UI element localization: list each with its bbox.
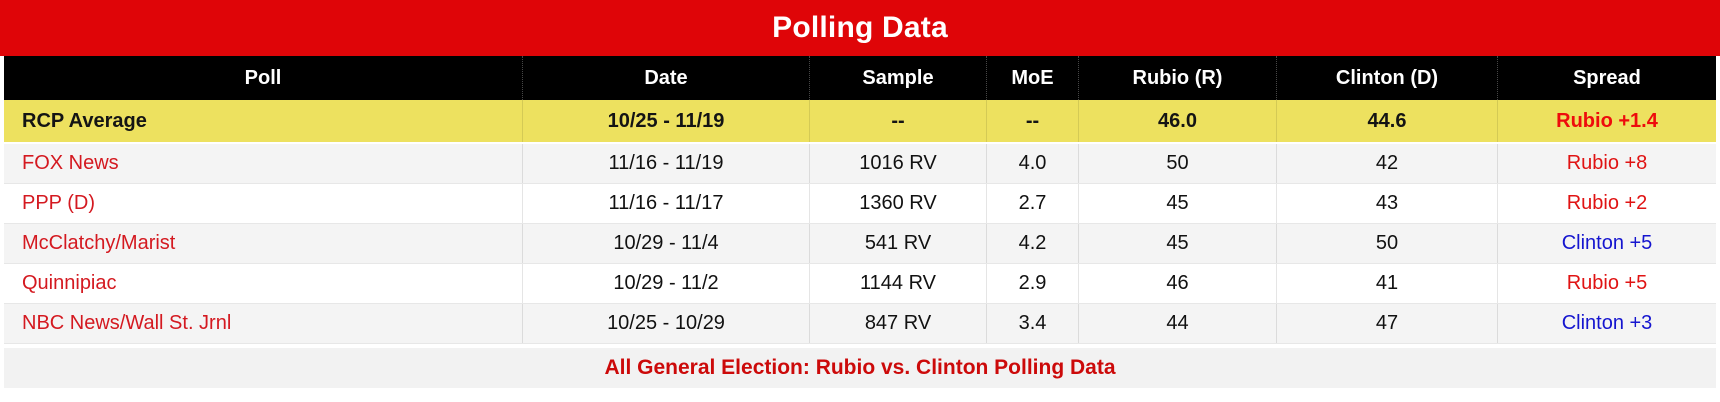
cell-moe: --: [987, 100, 1079, 142]
cell-rubio: 46.0: [1079, 100, 1277, 142]
cell-moe: 2.9: [987, 264, 1079, 303]
page-title: Polling Data: [772, 11, 948, 44]
poll-name-link[interactable]: FOX News: [4, 144, 523, 183]
cell-date: 11/16 - 11/17: [523, 184, 810, 223]
poll-name-link[interactable]: NBC News/Wall St. Jrnl: [4, 304, 523, 343]
table-row: McClatchy/Marist 10/29 - 11/4 541 RV 4.2…: [4, 224, 1716, 264]
cell-clinton: 44.6: [1277, 100, 1498, 142]
cell-date: 10/25 - 11/19: [523, 100, 810, 142]
table-row: FOX News 11/16 - 11/19 1016 RV 4.0 50 42…: [4, 144, 1716, 184]
cell-rubio: 45: [1079, 224, 1277, 263]
cell-spread: Rubio +8: [1566, 152, 1648, 174]
footer-caption-band: All General Election: Rubio vs. Clinton …: [4, 348, 1716, 388]
table-row: Quinnipiac 10/29 - 11/2 1144 RV 2.9 46 4…: [4, 264, 1716, 304]
cell-rubio: 45: [1079, 184, 1277, 223]
column-header-moe: MoE: [987, 56, 1079, 100]
cell-spread: Rubio +1.4: [1556, 109, 1658, 132]
cell-spread: Rubio +2: [1566, 192, 1648, 214]
rcp-average-row: RCP Average 10/25 - 11/19 -- -- 46.0 44.…: [4, 100, 1716, 144]
cell-sample: 1016 RV: [810, 144, 987, 183]
cell-date: 10/25 - 10/29: [523, 304, 810, 343]
cell-clinton: 41: [1277, 264, 1498, 303]
cell-date: 11/16 - 11/19: [523, 144, 810, 183]
poll-name-link[interactable]: PPP (D): [4, 184, 523, 223]
cell-sample: 1144 RV: [810, 264, 987, 303]
table-row: PPP (D) 11/16 - 11/17 1360 RV 2.7 45 43 …: [4, 184, 1716, 224]
cell-clinton: 43: [1277, 184, 1498, 223]
table-row: NBC News/Wall St. Jrnl 10/25 - 10/29 847…: [4, 304, 1716, 344]
cell-spread: Clinton +3: [1561, 312, 1653, 334]
cell-sample: 541 RV: [810, 224, 987, 263]
cell-clinton: 42: [1277, 144, 1498, 183]
poll-name-link[interactable]: McClatchy/Marist: [4, 224, 523, 263]
column-header-spread: Spread: [1573, 66, 1641, 89]
cell-sample: 847 RV: [810, 304, 987, 343]
cell-moe: 4.0: [987, 144, 1079, 183]
column-header-date: Date: [523, 56, 810, 100]
cell-sample: --: [810, 100, 987, 142]
title-banner: Polling Data: [0, 0, 1720, 56]
column-header-rubio: Rubio (R): [1079, 56, 1277, 100]
cell-poll: RCP Average: [4, 100, 523, 142]
cell-clinton: 50: [1277, 224, 1498, 263]
cell-rubio: 50: [1079, 144, 1277, 183]
column-header-poll: Poll: [4, 56, 523, 100]
polling-table: Poll Date Sample MoE Rubio (R) Clinton (…: [4, 56, 1716, 344]
cell-rubio: 46: [1079, 264, 1277, 303]
cell-spread: Clinton +5: [1561, 232, 1653, 254]
cell-moe: 2.7: [987, 184, 1079, 223]
column-header-clinton: Clinton (D): [1277, 56, 1498, 100]
cell-spread: Rubio +5: [1566, 272, 1648, 294]
cell-moe: 3.4: [987, 304, 1079, 343]
cell-clinton: 47: [1277, 304, 1498, 343]
cell-date: 10/29 - 11/4: [523, 224, 810, 263]
poll-name-link[interactable]: Quinnipiac: [4, 264, 523, 303]
cell-moe: 4.2: [987, 224, 1079, 263]
cell-rubio: 44: [1079, 304, 1277, 343]
cell-date: 10/29 - 11/2: [523, 264, 810, 303]
column-header-sample: Sample: [810, 56, 987, 100]
cell-sample: 1360 RV: [810, 184, 987, 223]
table-footer-caption: All General Election: Rubio vs. Clinton …: [604, 356, 1116, 379]
header-row: Poll Date Sample MoE Rubio (R) Clinton (…: [4, 56, 1716, 100]
footer-gap: [0, 344, 1720, 348]
